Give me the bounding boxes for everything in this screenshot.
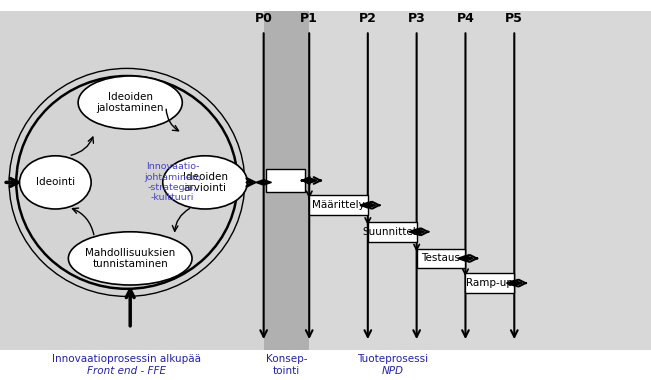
Text: Määrittely: Määrittely: [312, 200, 365, 210]
Polygon shape: [360, 203, 376, 208]
Text: Konsep-
tointi: Konsep- tointi: [266, 354, 307, 375]
Text: P0: P0: [255, 13, 273, 25]
FancyBboxPatch shape: [417, 249, 465, 268]
Text: P3: P3: [408, 13, 426, 25]
Polygon shape: [506, 280, 522, 286]
Text: Innovaatio-
johtaminen,
-strategia,
-kulttuuri: Innovaatio- johtaminen, -strategia, -kul…: [144, 162, 201, 203]
Ellipse shape: [20, 156, 91, 209]
Text: NPD: NPD: [381, 366, 403, 375]
Polygon shape: [409, 229, 424, 234]
Text: Ramp-up: Ramp-up: [466, 278, 514, 288]
Polygon shape: [301, 178, 317, 183]
Text: P2: P2: [359, 13, 377, 25]
FancyBboxPatch shape: [266, 169, 305, 192]
Text: P5: P5: [505, 13, 523, 25]
Text: Testaus: Testaus: [422, 253, 460, 263]
Text: Front end - FFE: Front end - FFE: [87, 366, 167, 375]
Polygon shape: [458, 256, 473, 261]
Text: Mahdollisuuksien
tunnistaminen: Mahdollisuuksien tunnistaminen: [85, 248, 175, 269]
Text: Tuoteprosessi: Tuoteprosessi: [357, 354, 428, 364]
Text: Innovaatioprosessin alkupää: Innovaatioprosessin alkupää: [53, 354, 201, 364]
Bar: [0, 11, 264, 350]
Bar: [264, 11, 309, 350]
Ellipse shape: [68, 232, 192, 285]
Text: P4: P4: [456, 13, 475, 25]
Text: P1: P1: [300, 13, 318, 25]
Bar: [309, 11, 651, 350]
Polygon shape: [256, 180, 271, 185]
FancyBboxPatch shape: [368, 222, 417, 242]
Text: Ideoiden
jalostaminen: Ideoiden jalostaminen: [96, 92, 164, 113]
Ellipse shape: [78, 76, 182, 129]
Text: Suunnittelu: Suunnittelu: [362, 227, 422, 237]
FancyBboxPatch shape: [309, 195, 368, 215]
FancyBboxPatch shape: [465, 273, 514, 293]
Ellipse shape: [16, 76, 238, 289]
Text: Ideointi: Ideointi: [36, 177, 75, 187]
Ellipse shape: [163, 156, 247, 209]
Text: Ideoiden
arviointi: Ideoiden arviointi: [182, 172, 228, 193]
